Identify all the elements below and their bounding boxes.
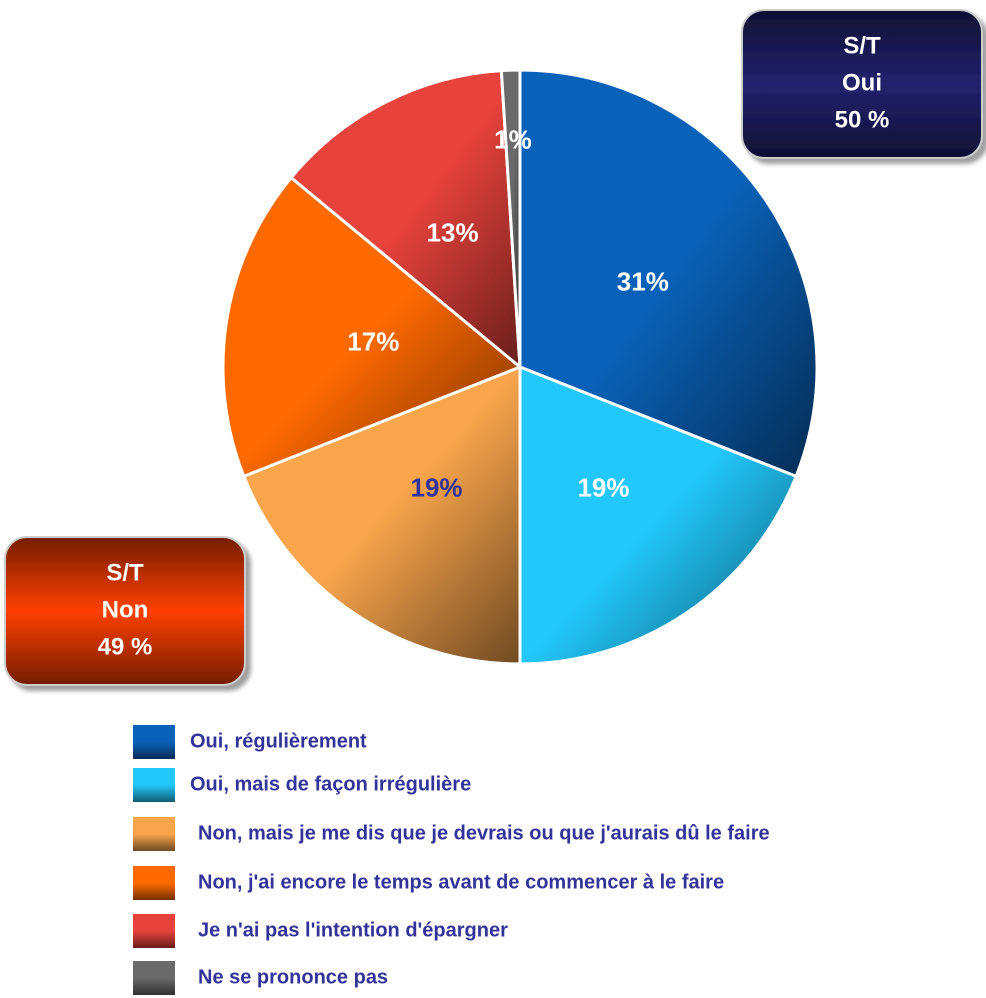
legend-label: Je n'ai pas l'intention d'épargner	[198, 919, 508, 941]
pie-slice	[289, 68, 522, 371]
annotation-box	[741, 9, 983, 159]
data-label: 19%	[577, 473, 629, 503]
data-label: 17%	[347, 327, 399, 357]
data-label: 1%	[494, 124, 532, 154]
annotation-text: 50 %	[835, 106, 890, 133]
legend-label: Oui, régulièrement	[190, 730, 367, 752]
annotation-text: S/T	[843, 32, 881, 59]
data-label: 31%	[617, 266, 669, 296]
pie-slice	[518, 364, 799, 666]
legend-swatch	[133, 817, 175, 851]
data-label: 19%	[411, 473, 463, 503]
annotation-text: Oui	[842, 69, 882, 96]
annotation-box	[4, 536, 246, 686]
legend-swatch	[133, 725, 175, 759]
legend-label: Non, j'ai encore le temps avant de comme…	[198, 871, 724, 893]
annotation-text: S/T	[106, 559, 144, 586]
annotation-text: Non	[102, 596, 149, 623]
legend-label: Non, mais je me dis que je devrais ou qu…	[198, 822, 770, 844]
legend-swatch	[133, 961, 175, 995]
legend-swatch	[133, 914, 175, 948]
pie-slice	[241, 364, 522, 666]
pie-slice	[221, 175, 523, 479]
legend-label: Oui, mais de façon irrégulière	[190, 773, 471, 795]
legend-swatch	[133, 866, 175, 900]
pie-slice	[518, 68, 819, 479]
legend-swatch	[133, 768, 175, 802]
data-label: 13%	[427, 218, 479, 248]
legend-label: Ne se prononce pas	[198, 966, 388, 988]
pie-slice	[499, 68, 522, 368]
annotation-text: 49 %	[98, 633, 153, 660]
